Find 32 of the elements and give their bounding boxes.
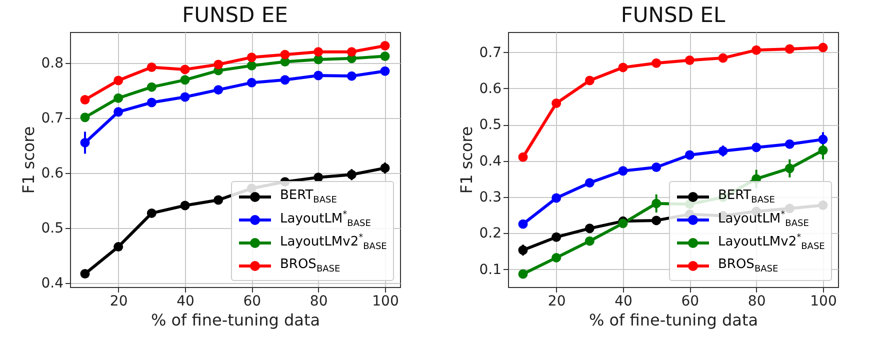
- y-tick-label: 0.3: [479, 189, 502, 206]
- y-tick-label: 0.2: [479, 226, 502, 242]
- y-tick-label: 0.1: [479, 262, 502, 278]
- x-axis-title: % of fine-tuning data: [588, 310, 758, 330]
- x-tick-label: 40: [614, 294, 632, 310]
- x-tick-label: 40: [176, 294, 194, 310]
- y-axis-title: F1 score: [19, 126, 38, 194]
- y-tick-label: 0.6: [41, 165, 64, 182]
- y-tick-label: 0.7: [479, 44, 502, 61]
- x-tick-label: 60: [243, 294, 262, 310]
- x-tick-label: 100: [372, 294, 399, 310]
- y-tick-label: 0.7: [41, 110, 64, 126]
- chart-title: FUNSD EE: [182, 3, 288, 27]
- x-tick-label: 100: [810, 294, 837, 310]
- y-axis-title: F1 score: [457, 126, 476, 194]
- y-tick-label: 0.4: [41, 276, 64, 292]
- x-tick-label: 20: [110, 294, 128, 310]
- legend-label: BERT$_{BASE}$: [280, 188, 337, 206]
- y-tick-label: 0.4: [479, 153, 502, 170]
- x-tick-label: 80: [310, 294, 328, 310]
- x-axis-title: % of fine-tuning data: [150, 310, 320, 330]
- legend-label: BROS$_{BASE}$: [280, 256, 340, 274]
- chart-title: FUNSD EL: [620, 3, 726, 27]
- y-tick-label: 0.5: [479, 117, 502, 134]
- legend-label: BROS$_{BASE}$: [718, 256, 778, 274]
- x-tick-label: 20: [548, 294, 566, 310]
- x-tick-label: 60: [681, 294, 700, 310]
- y-tick-label: 0.8: [41, 55, 64, 72]
- x-tick-label: 80: [748, 294, 766, 310]
- legend-label: BERT$_{BASE}$: [718, 188, 775, 206]
- y-tick-label: 0.6: [479, 80, 502, 97]
- y-tick-label: 0.5: [41, 220, 64, 237]
